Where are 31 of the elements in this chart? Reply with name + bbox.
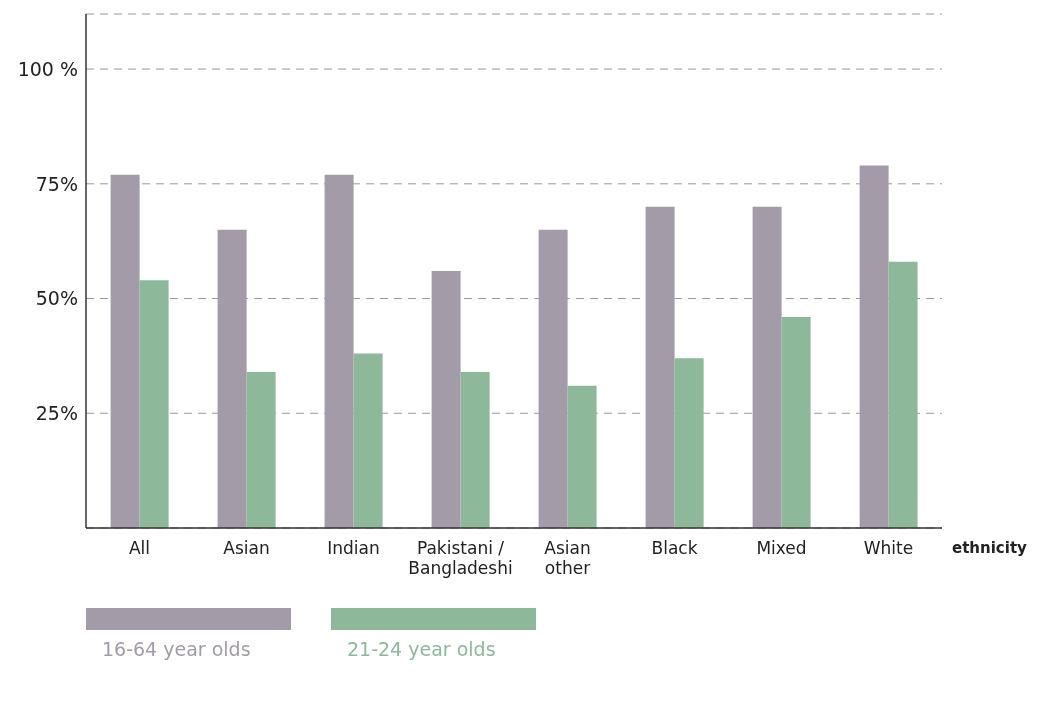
bar	[674, 358, 704, 528]
x-tick-label: White	[863, 538, 914, 558]
bar	[431, 271, 461, 528]
x-tick-label: Pakistani / Bangladeshi	[408, 538, 513, 578]
x-tick-label: Black	[651, 538, 698, 558]
y-tick-label: 100 %	[17, 57, 78, 80]
text: 16-64 year olds	[102, 638, 252, 660]
x-tick-label: All	[128, 538, 151, 558]
bar	[139, 280, 169, 528]
bar	[110, 174, 140, 528]
x-axis-title: ethnicity	[952, 539, 1028, 558]
x-tick-label: Asian	[223, 538, 270, 558]
bar	[217, 229, 247, 528]
y-tick-label: 25%	[35, 402, 78, 425]
bar	[353, 353, 383, 528]
x-tick-label: Mixed	[756, 538, 807, 558]
x-tick-label: Indian	[327, 538, 380, 558]
bar	[246, 371, 276, 528]
bar	[752, 206, 782, 528]
bar	[859, 165, 889, 528]
bar	[324, 174, 354, 528]
bar	[538, 229, 568, 528]
bar	[888, 261, 918, 528]
y-tick-label: 50%	[35, 287, 78, 310]
text: 21-24 year olds	[347, 638, 497, 660]
x-tick-label: Asian other	[544, 538, 591, 578]
bar	[567, 385, 597, 528]
y-tick-label: 75%	[35, 172, 78, 195]
bar	[645, 206, 675, 528]
bar	[781, 316, 811, 528]
bar	[460, 371, 490, 528]
